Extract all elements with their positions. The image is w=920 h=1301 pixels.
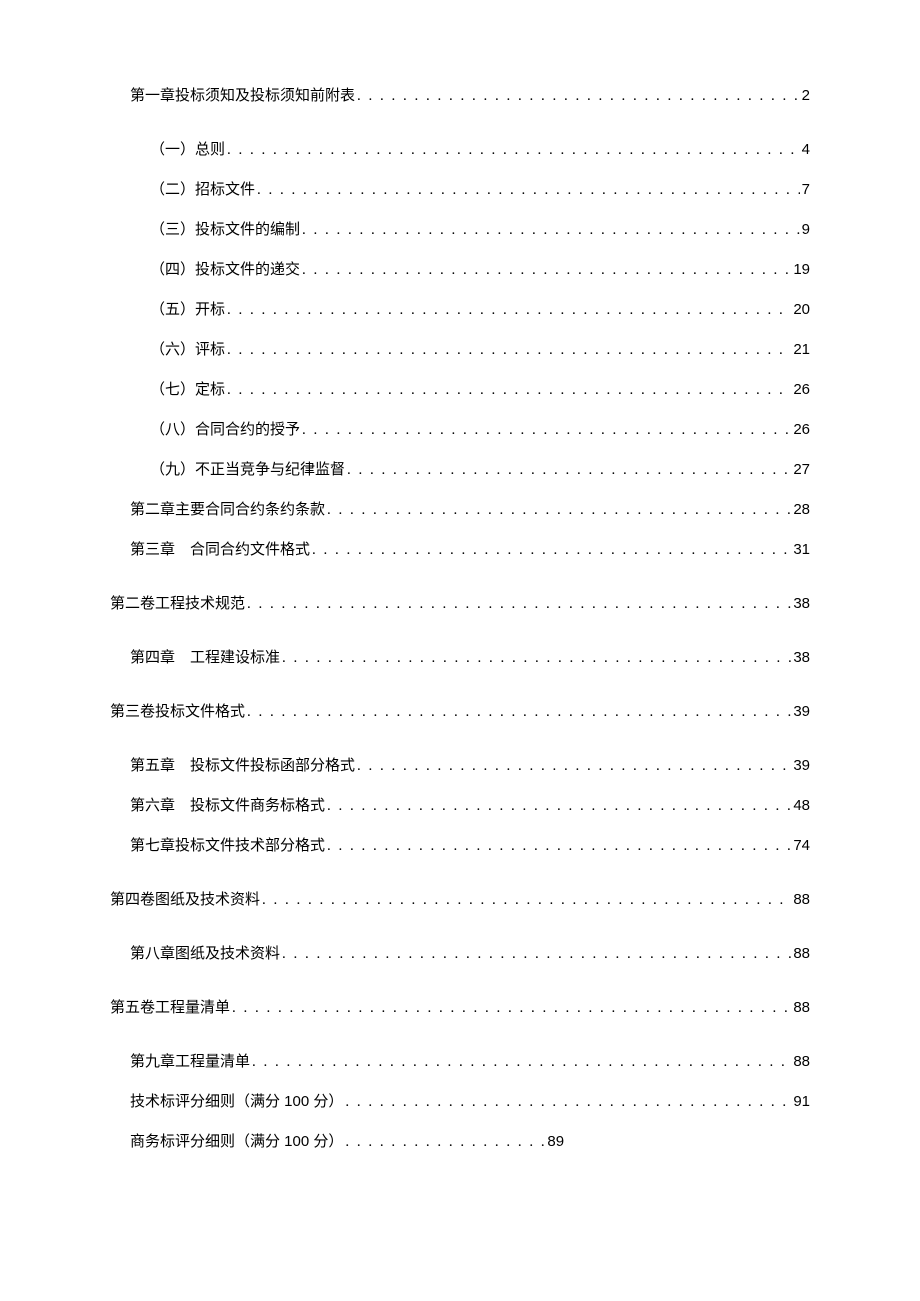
toc-entry: 技术标评分细则（满分 100 分） . . . . . . . . . . . … — [130, 1094, 810, 1110]
toc-entry: （六）评标 . . . . . . . . . . . . . . . . . … — [150, 342, 810, 358]
toc-label: （一）总则 — [150, 143, 225, 158]
toc-label: 第八章图纸及技术资料 — [130, 947, 280, 962]
toc-entry: （八）合同合约的授予. . . . . . . . . . . . . . . … — [150, 422, 810, 438]
toc-leader-dots: . . . . . . . . . . . . . . . . . . . . … — [257, 183, 800, 198]
toc-label: 第六章 投标文件商务标格式 — [130, 799, 325, 814]
toc-page-number: 27 — [793, 462, 810, 477]
toc-leader-dots: . . . . . . . . . . . . . . . . . . . . … — [357, 89, 800, 104]
toc-entry: 第八章图纸及技术资料 . . . . . . . . . . . . . . .… — [130, 946, 810, 962]
toc-entry: （五）开标 . . . . . . . . . . . . . . . . . … — [150, 302, 810, 318]
toc-leader-dots: . . . . . . . . . . . . . . . . . . . . … — [282, 651, 791, 666]
toc-page-number: 88 — [793, 1000, 810, 1015]
toc-leader-dots: . . . . . . . . . . . . . . . . . . . . … — [347, 463, 791, 478]
toc-label: 第五卷工程量清单 — [110, 1001, 230, 1016]
toc-page-number: 74 — [793, 838, 810, 853]
toc-leader-dots: . . . . . . . . . . . . . . . . . . . . … — [227, 303, 791, 318]
toc-entry: （二）招标文件 . . . . . . . . . . . . . . . . … — [150, 182, 810, 198]
toc-label: 第四卷图纸及技术资料 — [110, 893, 260, 908]
toc-page-number: 31 — [793, 542, 810, 557]
toc-page-number: 26 — [793, 422, 810, 437]
toc-entry: 第一章投标须知及投标须知前附表. . . . . . . . . . . . .… — [130, 88, 810, 104]
toc-label: 第三卷投标文件格式 — [110, 705, 245, 720]
toc-label: 第二章主要合同合约条约条款 — [130, 503, 325, 518]
toc-page-number: 39 — [793, 704, 810, 719]
toc-leader-dots: . . . . . . . . . . . . . . . . . . . . … — [262, 893, 791, 908]
toc-entry: （九）不正当竞争与纪律监督 . . . . . . . . . . . . . … — [150, 462, 810, 478]
toc-leader-dots: . . . . . . . . . . . . . . . . . . . . … — [252, 1055, 791, 1070]
toc-label: 技术标评分细则（满分 100 分） — [130, 1094, 343, 1110]
toc-label: （七）定标 — [150, 383, 225, 398]
toc-entry: 第五卷工程量清单. . . . . . . . . . . . . . . . … — [110, 1000, 810, 1016]
toc-entry: 第九章工程量清单 . . . . . . . . . . . . . . . .… — [130, 1054, 810, 1070]
toc-entry: （七）定标 . . . . . . . . . . . . . . . . . … — [150, 382, 810, 398]
toc-label: 第二卷工程技术规范 — [110, 597, 245, 612]
toc-label: （三）投标文件的编制 — [150, 223, 300, 238]
toc-label: 商务标评分细则（满分 100 分） — [130, 1134, 343, 1150]
toc-label: 第一章投标须知及投标须知前附表 — [130, 89, 355, 104]
toc-entry: 第二卷工程技术规范. . . . . . . . . . . . . . . .… — [110, 596, 810, 612]
toc-label: （五）开标 — [150, 303, 225, 318]
table-of-contents: 第一章投标须知及投标须知前附表. . . . . . . . . . . . .… — [110, 88, 810, 1150]
toc-leader-dots: . . . . . . . . . . . . . . . . . . . . … — [357, 759, 791, 774]
toc-page-number: 38 — [793, 596, 810, 611]
toc-leader-dots: . . . . . . . . . . . . . . . . . . . . … — [227, 143, 800, 158]
toc-label: （八）合同合约的授予 — [150, 423, 300, 438]
toc-leader-dots: . . . . . . . . . . . . . . . . . . . . … — [327, 503, 791, 518]
toc-leader-dots: . . . . . . . . . . . . . . . . . . . . … — [247, 705, 791, 720]
toc-page-number: 19 — [793, 262, 810, 277]
toc-label: （四）投标文件的递交 — [150, 263, 300, 278]
toc-page-number: 4 — [802, 142, 810, 157]
toc-leader-dots: . . . . . . . . . . . . . . . . . . . . … — [302, 263, 791, 278]
toc-page-number: 9 — [802, 222, 810, 237]
toc-leader-dots: . . . . . . . . . . . . . . . . . . . . … — [302, 223, 800, 238]
toc-entry: 第七章投标文件技术部分格式 . . . . . . . . . . . . . … — [130, 838, 810, 854]
toc-entry: 第六章 投标文件商务标格式. . . . . . . . . . . . . .… — [130, 798, 810, 814]
toc-page-number: 91 — [793, 1094, 810, 1109]
toc-leader-dots: . . . . . . . . . . . . . . . . . . . . … — [302, 423, 791, 438]
toc-leader-dots: . . . . . . . . . . . . . . . . . . . . … — [227, 343, 791, 358]
toc-label: 第四章 工程建设标准 — [130, 651, 280, 666]
toc-entry: 第三章 合同合约文件格式. . . . . . . . . . . . . . … — [130, 542, 810, 558]
toc-page-number: 88 — [793, 1054, 810, 1069]
toc-label: （二）招标文件 — [150, 183, 255, 198]
toc-page-number: 88 — [793, 946, 810, 961]
toc-page-number: 20 — [793, 302, 810, 317]
toc-leader-dots: . . . . . . . . . . . . . . . . . . . . … — [327, 839, 791, 854]
toc-page-number: 21 — [793, 342, 810, 357]
toc-page-number: 88 — [793, 892, 810, 907]
toc-page-number: 7 — [802, 182, 810, 197]
toc-label: 第三章 合同合约文件格式 — [130, 543, 310, 558]
toc-entry: （四）投标文件的递交 . . . . . . . . . . . . . . .… — [150, 262, 810, 278]
toc-leader-dots: . . . . . . . . . . . . . . . . . . . . … — [327, 799, 791, 814]
toc-entry: （一）总则 . . . . . . . . . . . . . . . . . … — [150, 142, 810, 158]
toc-entry: （三）投标文件的编制 . . . . . . . . . . . . . . .… — [150, 222, 810, 238]
toc-entry: 第五章 投标文件投标函部分格式. . . . . . . . . . . . .… — [130, 758, 810, 774]
toc-leader-dots: . . . . . . . . . . . . . . . . . . . . … — [227, 383, 791, 398]
toc-page-number: 26 — [793, 382, 810, 397]
toc-leader-dots: . . . . . . . . . . . . . . . . . . . . … — [345, 1135, 545, 1150]
toc-entry: 第二章主要合同合约条约条款 . . . . . . . . . . . . . … — [130, 502, 810, 518]
toc-leader-dots: . . . . . . . . . . . . . . . . . . . . … — [282, 947, 791, 962]
toc-entry: 第三卷投标文件格式. . . . . . . . . . . . . . . .… — [110, 704, 810, 720]
toc-entry: 商务标评分细则（满分 100 分） . . . . . . . . . . . … — [130, 1134, 810, 1150]
toc-label: 第七章投标文件技术部分格式 — [130, 839, 325, 854]
toc-entry: 第四卷图纸及技术资料. . . . . . . . . . . . . . . … — [110, 892, 810, 908]
toc-page-number: 48 — [793, 798, 810, 813]
toc-page-number: 89 — [547, 1134, 564, 1149]
toc-leader-dots: . . . . . . . . . . . . . . . . . . . . … — [312, 543, 791, 558]
toc-entry: 第四章 工程建设标准. . . . . . . . . . . . . . . … — [130, 650, 810, 666]
toc-label: （九）不正当竞争与纪律监督 — [150, 463, 345, 478]
toc-label: 第九章工程量清单 — [130, 1055, 250, 1070]
toc-page-number: 39 — [793, 758, 810, 773]
toc-label: 第五章 投标文件投标函部分格式 — [130, 759, 355, 774]
toc-label: （六）评标 — [150, 343, 225, 358]
toc-leader-dots: . . . . . . . . . . . . . . . . . . . . … — [345, 1095, 791, 1110]
toc-page-number: 28 — [793, 502, 810, 517]
toc-page-number: 2 — [802, 88, 810, 103]
toc-leader-dots: . . . . . . . . . . . . . . . . . . . . … — [247, 597, 791, 612]
toc-leader-dots: . . . . . . . . . . . . . . . . . . . . … — [232, 1001, 791, 1016]
toc-page-number: 38 — [793, 650, 810, 665]
